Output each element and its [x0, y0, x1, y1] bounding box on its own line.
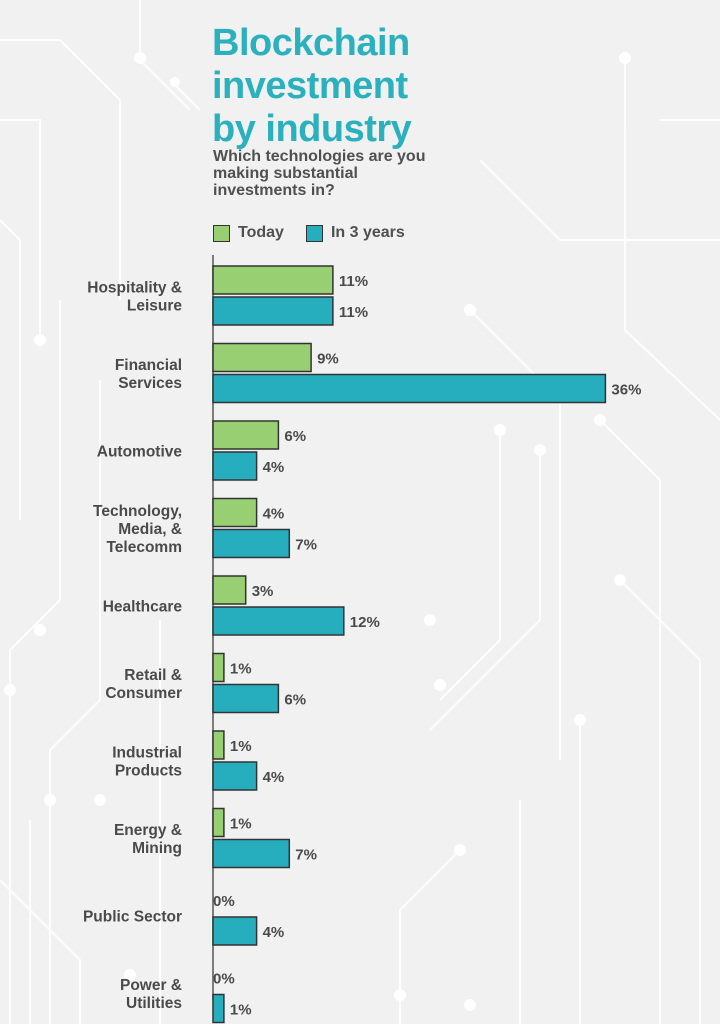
bar-in-3-years	[212, 606, 345, 636]
category-label: Technology,	[93, 503, 182, 520]
value-label-today: 1%	[230, 816, 252, 833]
value-label-today: 3%	[252, 583, 274, 600]
title-line-1: Blockchain	[212, 22, 410, 64]
category-label: Services	[118, 375, 182, 392]
bar-in-3-years	[212, 838, 291, 869]
category-label: Industrial	[112, 745, 182, 762]
bar-today	[212, 497, 258, 528]
value-label-in-3-years: 1%	[230, 1002, 252, 1019]
category-label: Power &	[120, 977, 182, 994]
bar-in-3-years	[212, 296, 334, 326]
legend-item-today: Today	[213, 224, 284, 242]
category-label: Public Sector	[83, 909, 182, 926]
category-label: Energy &	[114, 822, 182, 839]
value-label-today: 11%	[339, 273, 368, 290]
category-label: Financial	[115, 357, 182, 374]
value-label-today: 1%	[230, 738, 252, 755]
bar-today	[212, 652, 225, 683]
value-label-in-3-years: 4%	[263, 459, 285, 476]
legend-swatch-in3	[305, 224, 323, 242]
bar-in-3-years	[212, 528, 291, 559]
bar-today	[212, 807, 225, 838]
legend-swatch-today	[213, 224, 230, 242]
value-label-in-3-years: 11%	[339, 304, 368, 321]
chart-title: Blockchain investment by industry	[212, 22, 512, 151]
category-label: Leisure	[127, 298, 183, 315]
bar-today	[212, 265, 334, 295]
category-label: Automotive	[97, 444, 183, 461]
category-label: Media, &	[118, 521, 182, 538]
value-label-in-3-years: 4%	[263, 769, 285, 786]
chart-subtitle: Which technologies are you making substa…	[213, 148, 426, 199]
bar-in-3-years	[212, 373, 607, 404]
title-line-2: investment	[212, 65, 408, 107]
category-label: Retail &	[124, 667, 182, 684]
legend-item-in3: In 3 years	[305, 224, 405, 242]
value-label-today: 0%	[213, 971, 235, 988]
value-label-in-3-years: 6%	[284, 692, 306, 709]
bar-in-3-years	[212, 916, 258, 946]
value-label-in-3-years: 12%	[350, 614, 380, 631]
value-label-in-3-years: 7%	[295, 847, 317, 864]
category-label: Healthcare	[103, 599, 183, 616]
legend-label-today: Today	[238, 224, 284, 241]
value-label-in-3-years: 4%	[263, 924, 285, 941]
bar-in-3-years	[212, 761, 258, 791]
bar-today	[212, 730, 225, 760]
value-label-today: 4%	[263, 506, 285, 523]
bar-in-3-years	[212, 683, 280, 714]
category-label: Telecomm	[106, 539, 182, 556]
legend: Today In 3 years	[213, 224, 427, 242]
value-label-today: 1%	[230, 661, 252, 678]
value-label-in-3-years: 36%	[611, 382, 641, 399]
bar-today	[212, 575, 247, 605]
bar-in-3-years	[212, 993, 225, 1024]
bar-in-3-years	[212, 451, 258, 481]
bar-today	[212, 342, 312, 373]
legend-label-in3: In 3 years	[330, 224, 405, 241]
category-label: Hospitality &	[87, 280, 182, 297]
category-label: Mining	[132, 840, 182, 857]
bar-today	[212, 420, 280, 450]
value-label-today: 0%	[213, 893, 235, 910]
category-label: Consumer	[105, 685, 182, 702]
value-label-in-3-years: 7%	[295, 537, 317, 554]
category-label: Products	[115, 763, 182, 780]
value-label-today: 6%	[284, 428, 306, 445]
value-label-today: 9%	[317, 351, 339, 368]
category-label: Utilities	[126, 995, 182, 1012]
title-line-3: by industry	[212, 108, 412, 150]
